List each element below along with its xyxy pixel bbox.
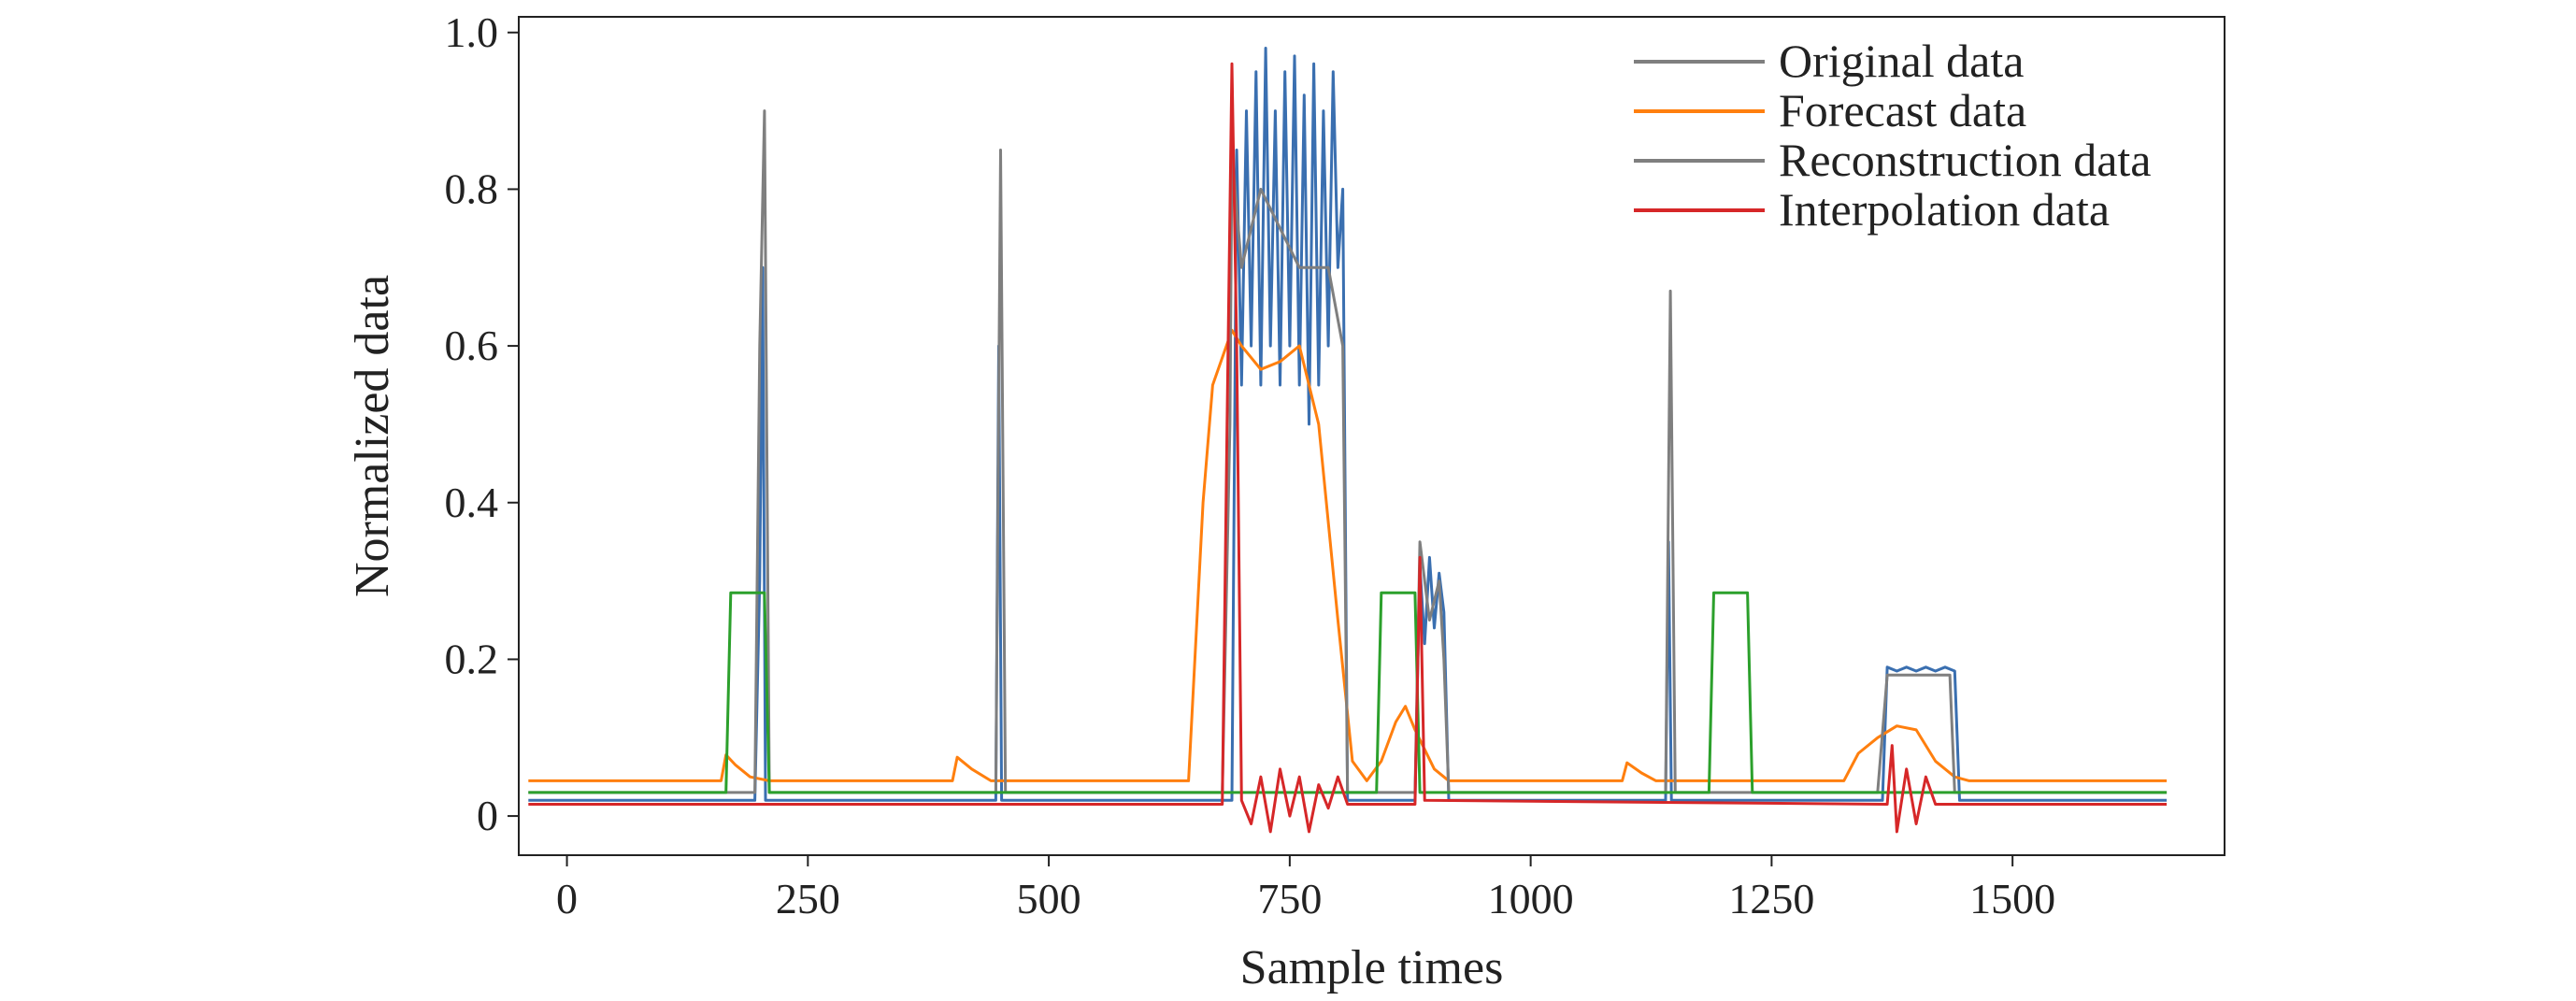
- legend-entry: Original data: [1779, 35, 2024, 87]
- y-tick-label: 0.4: [445, 479, 499, 526]
- plot-lines: [528, 47, 2168, 834]
- series-line-2: [528, 109, 2168, 794]
- x-tick-label: 750: [1257, 875, 1322, 922]
- legend-entry: Forecast data: [1779, 84, 2026, 136]
- x-tick-label: 500: [1017, 875, 1081, 922]
- y-axis: 0 0.2 0.4 0.6 0.8 1.0: [445, 8, 519, 839]
- y-tick-label: 0.2: [445, 635, 499, 682]
- legend-entry: Reconstruction data: [1779, 134, 2152, 186]
- x-tick-label: 250: [776, 875, 840, 922]
- x-tick-label: 1250: [1728, 875, 1814, 922]
- series-line-3: [528, 591, 2168, 794]
- series-line-4: [528, 62, 2168, 834]
- x-axis-title: Sample times: [1240, 941, 1504, 994]
- plot-frame: [518, 16, 2225, 856]
- series-line-0: [528, 47, 2168, 802]
- x-tick-label: 1000: [1488, 875, 1574, 922]
- y-axis-title: Normalized data: [346, 275, 399, 597]
- y-tick-label: 0.6: [445, 322, 499, 369]
- series-line-1: [528, 328, 2168, 782]
- y-tick-label: 1.0: [445, 8, 499, 56]
- y-tick-label: 0.8: [445, 164, 499, 212]
- x-axis: 0 250 500 750 1000 1250 1500: [556, 855, 2055, 922]
- legend-entry: Interpolation data: [1779, 183, 2110, 236]
- x-tick-label: 1500: [1969, 875, 2055, 922]
- x-tick-label: 0: [556, 875, 578, 922]
- y-tick-label: 0: [477, 792, 498, 839]
